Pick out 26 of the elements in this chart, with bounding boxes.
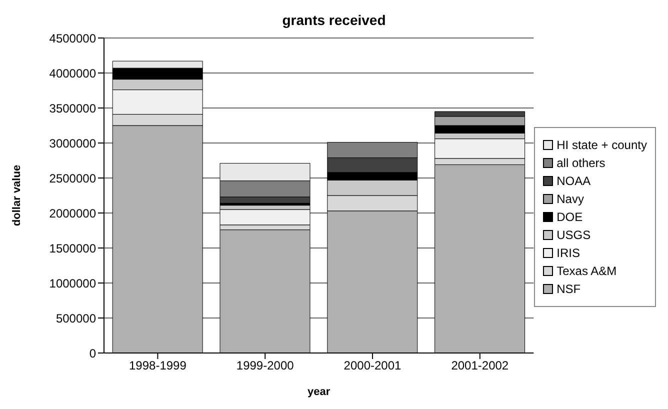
legend-label: NSF: [556, 282, 581, 296]
y-tick-label: 2500000: [49, 171, 96, 186]
x-tick-label: 2001-2002: [451, 358, 509, 373]
legend-label: all others: [556, 156, 606, 170]
y-tick-label: 0: [89, 346, 96, 360]
y-tick-label: 500000: [56, 311, 96, 326]
legend-label: IRIS: [556, 246, 580, 260]
x-tick-label: 2000-2001: [344, 358, 402, 373]
legend-label: NOAA: [556, 174, 591, 188]
x-tick-label: 1999-2000: [236, 358, 294, 373]
y-axis-title: dollar value: [10, 164, 23, 226]
chart-title: grants received: [281, 11, 387, 30]
y-tick-label: 1000000: [49, 276, 96, 290]
legend-label: Texas A&M: [556, 264, 617, 278]
legend-label: HI state + county: [556, 138, 647, 152]
y-tick-label: 4000000: [49, 66, 96, 80]
x-axis-title: year: [307, 386, 331, 398]
legend-label: USGS: [556, 228, 591, 242]
legend-label: DOE: [556, 210, 583, 224]
y-tick-label: 2000000: [49, 206, 96, 220]
y-tick-label: 4500000: [49, 31, 96, 46]
x-tick-label: 1998-1999: [129, 358, 187, 373]
legend-label: Navy: [556, 192, 584, 206]
y-tick-label: 3000000: [49, 136, 96, 150]
y-tick-label: 1500000: [49, 241, 96, 256]
y-tick-label: 3500000: [49, 101, 96, 116]
